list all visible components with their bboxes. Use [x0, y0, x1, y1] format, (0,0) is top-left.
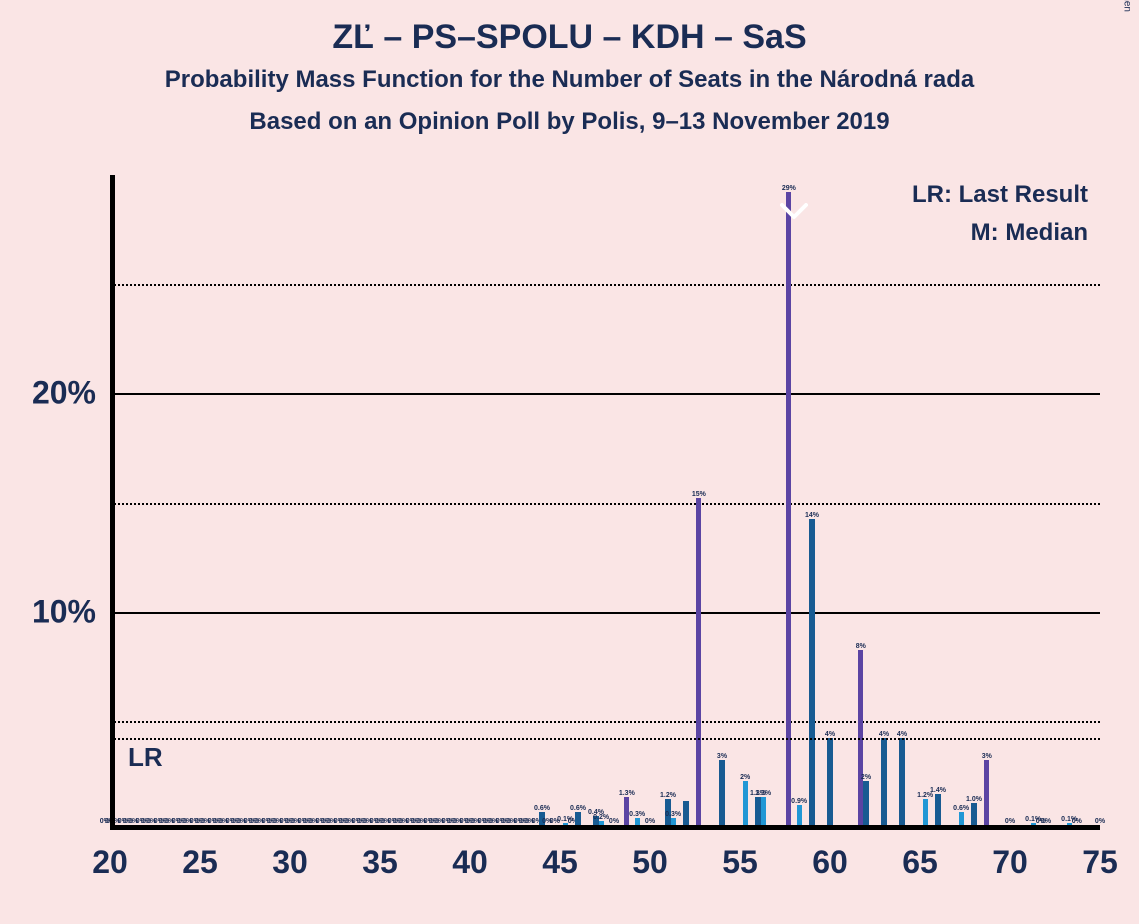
bar: 14% — [809, 519, 814, 825]
legend-m: M: Median — [971, 219, 1088, 247]
bar-label: 0% — [1095, 818, 1105, 825]
gridline — [110, 503, 1100, 505]
chart-title: ZĽ – PS–SPOLU – KDH – SaS — [0, 18, 1139, 57]
bar — [683, 801, 688, 825]
bar-label: 0% — [609, 818, 619, 825]
bar-label: 0.3% — [629, 811, 645, 818]
x-tick-label: 25 — [182, 830, 218, 881]
bar: 4% — [827, 738, 832, 825]
gridline — [110, 612, 1100, 614]
gridline — [110, 393, 1100, 395]
gridline — [110, 284, 1100, 286]
bar-label: 1.4% — [930, 787, 946, 794]
x-tick-label: 70 — [992, 830, 1028, 881]
bar-label: 0.3% — [665, 811, 681, 818]
x-tick-label: 75 — [1082, 830, 1118, 881]
x-tick-label: 60 — [812, 830, 848, 881]
y-axis — [110, 175, 115, 830]
bar-label: 1.2% — [660, 792, 676, 799]
lr-label: LR — [128, 742, 163, 773]
bar-label: 0.6% — [534, 805, 550, 812]
bar-label: 15% — [692, 491, 706, 498]
bar: 1.2% — [923, 799, 928, 825]
bar: 1.0% — [971, 803, 976, 825]
bar: 1.4% — [935, 794, 940, 825]
lr-line — [110, 738, 1100, 740]
bar-label: 0.6% — [570, 805, 586, 812]
bar: 0.9% — [797, 805, 802, 825]
x-tick-label: 55 — [722, 830, 758, 881]
bar: 2% — [863, 781, 868, 825]
x-tick-label: 65 — [902, 830, 938, 881]
x-tick-label: 40 — [452, 830, 488, 881]
bar-label: 0.6% — [953, 805, 969, 812]
bar-label: 0% — [1041, 818, 1051, 825]
bar-label: 4% — [825, 731, 835, 738]
x-tick-label: 45 — [542, 830, 578, 881]
bar-label: 1.3% — [619, 790, 635, 797]
bar: 15% — [696, 498, 701, 826]
bar-label: 0% — [1005, 818, 1015, 825]
copyright-text: © 2020 Filip van Laenen — [1122, 0, 1133, 12]
bar-label: 3% — [717, 753, 727, 760]
chart-subtitle-2: Based on an Opinion Poll by Polis, 9–13 … — [0, 108, 1139, 136]
bar-label: 0.2% — [593, 814, 609, 821]
bar-label: 4% — [897, 731, 907, 738]
x-tick-label: 35 — [362, 830, 398, 881]
chart-container: ZĽ – PS–SPOLU – KDH – SaS Probability Ma… — [0, 0, 1139, 924]
bar: 29% — [786, 192, 791, 825]
bar-label: 3% — [982, 753, 992, 760]
bar-label: 8% — [856, 643, 866, 650]
bar: 2% — [743, 781, 748, 825]
bar: 4% — [881, 738, 886, 825]
median-marker — [780, 203, 808, 224]
legend-lr: LR: Last Result — [912, 181, 1088, 209]
bar: 3% — [984, 760, 989, 826]
bar-label: 4% — [879, 731, 889, 738]
gridline — [110, 721, 1100, 723]
bar: 0.6% — [575, 812, 580, 825]
bar-label: 1.0% — [966, 796, 982, 803]
bar: 4% — [899, 738, 904, 825]
bar-label: 0% — [1072, 818, 1082, 825]
x-tick-label: 30 — [272, 830, 308, 881]
bar-label: 2% — [861, 774, 871, 781]
x-tick-label: 50 — [632, 830, 668, 881]
bar: 3% — [719, 760, 724, 826]
bar-label: 14% — [805, 512, 819, 519]
plot-area: 0%0%0%0%0%0%0%0%0%0%0%0%0%0%0%0%0%0%0%0%… — [110, 175, 1100, 830]
y-tick-label: 20% — [32, 375, 110, 412]
bar-label: 29% — [782, 185, 796, 192]
bar: 0.6% — [959, 812, 964, 825]
chart-subtitle-1: Probability Mass Function for the Number… — [0, 66, 1139, 94]
bar-label: 2% — [740, 774, 750, 781]
bar: 1.3% — [761, 797, 766, 825]
y-tick-label: 10% — [32, 593, 110, 630]
x-tick-label: 20 — [92, 830, 128, 881]
bar-label: 0.9% — [791, 798, 807, 805]
x-axis — [110, 825, 1100, 830]
bar-label: 1.3% — [755, 790, 771, 797]
bar-label: 0% — [645, 818, 655, 825]
